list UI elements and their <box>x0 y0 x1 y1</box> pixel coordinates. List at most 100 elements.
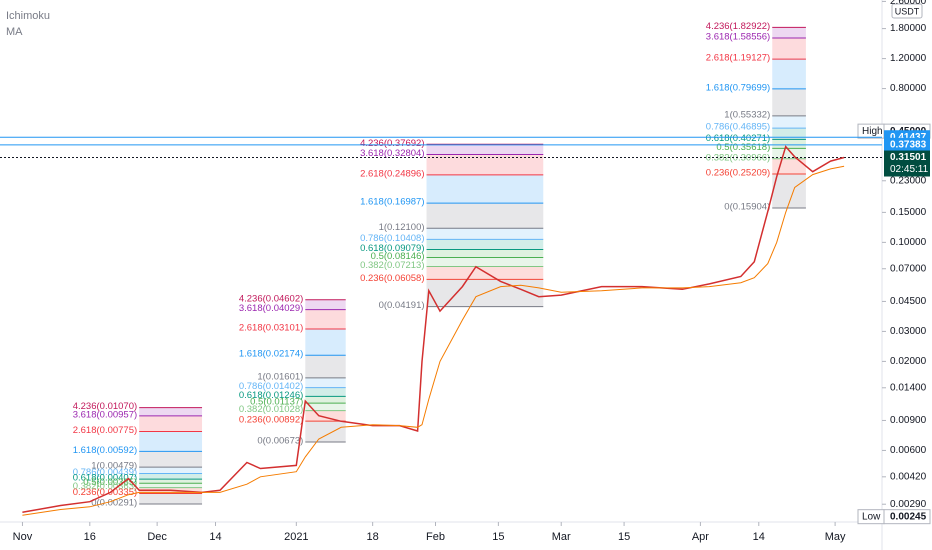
fib-label: 0.236(0.25209) <box>706 168 770 179</box>
y-tick-label: 0.80000 <box>890 83 927 94</box>
fib-band <box>426 144 544 155</box>
fib-band <box>139 493 203 504</box>
y-tick-label: 0.00600 <box>890 445 927 456</box>
fib-label: 2.618(1.19127) <box>706 53 770 64</box>
y-tick-label: 1.80000 <box>890 23 927 34</box>
fib-band <box>305 396 346 404</box>
fib-label: 0.382(0.07213) <box>360 260 424 271</box>
y-tick-label: 0.02000 <box>890 356 927 367</box>
fib-label: 0.786(0.46895) <box>706 122 770 133</box>
series-line <box>22 165 845 516</box>
fib-band <box>772 139 806 149</box>
fib-band <box>426 154 544 175</box>
x-tick-label: Feb <box>426 531 445 543</box>
fib-band <box>772 128 806 140</box>
fib-band <box>426 257 544 267</box>
fib-band <box>426 239 544 250</box>
x-tick-label: 14 <box>209 531 221 543</box>
fib-label: 1(0.12100) <box>379 222 425 233</box>
x-tick-label: 15 <box>618 531 630 543</box>
price-label: 0.31501 <box>890 152 927 163</box>
fib-label: 4.236(1.82922) <box>706 21 770 32</box>
fib-label: 0.5(0.08146) <box>371 251 425 262</box>
fib-label: 0.786(0.01402) <box>239 381 303 392</box>
y-tick-label: 1.20000 <box>890 53 927 64</box>
fib-label: 4.236(0.37692) <box>360 138 424 149</box>
fib-label: 0.382(0.01028) <box>239 404 303 415</box>
fib-label: 2.618(0.24896) <box>360 168 424 179</box>
fib-label: 0.618(0.40271) <box>706 133 770 144</box>
price-box <box>884 150 930 177</box>
x-tick-label: 16 <box>84 531 96 543</box>
fib-label: 0.236(0.06058) <box>360 273 424 284</box>
fib-band <box>139 467 203 474</box>
fib-label: 1(0.55332) <box>724 109 770 120</box>
fib-label: 0.618(0.00407) <box>73 473 137 484</box>
fib-band <box>305 309 346 329</box>
y-tick-label: 0.10000 <box>890 237 927 248</box>
price-label: 0.37383 <box>890 139 927 150</box>
y-tick-label: 2.60000 <box>890 0 927 7</box>
fib-band <box>305 355 346 378</box>
x-tick-label: Apr <box>692 531 709 543</box>
x-tick-label: 18 <box>367 531 379 543</box>
fib-band <box>139 415 203 432</box>
fib-label: 0.236(0.00892) <box>239 415 303 426</box>
currency-label: USDT <box>895 6 920 16</box>
fib-label: 1.618(0.00592) <box>73 445 137 456</box>
y-tick-label: 0.07000 <box>890 263 927 274</box>
fib-label: 2.618(0.03101) <box>239 322 303 333</box>
fib-band <box>305 403 346 411</box>
y-tick-label: 0.03000 <box>890 326 927 337</box>
fib-band <box>139 483 203 488</box>
fib-label: 0.236(0.00335) <box>73 487 137 498</box>
price-tag-box <box>857 509 885 525</box>
fib-label: 0.5(0.35618) <box>716 142 770 153</box>
series-line <box>22 145 845 514</box>
x-tick-label: May <box>825 531 846 543</box>
fib-band <box>426 228 544 240</box>
fib-band <box>426 249 544 258</box>
fib-label: 4.236(0.01070) <box>73 401 137 412</box>
fib-label: 3.618(1.58556) <box>706 32 770 43</box>
fib-label: 0.786(0.00439) <box>73 467 137 478</box>
fib-band <box>305 421 346 442</box>
fib-band <box>139 473 203 480</box>
fib-label: 4.236(0.04602) <box>239 293 303 304</box>
fib-label: 0.786(0.10408) <box>360 233 424 244</box>
currency-badge[interactable] <box>891 3 923 19</box>
x-tick-label: 15 <box>492 531 504 543</box>
fib-band <box>772 88 806 116</box>
fib-label: 0(0.00673) <box>257 435 303 446</box>
fib-label: 2.618(0.00775) <box>73 425 137 436</box>
fib-band <box>139 431 203 452</box>
fib-label: 0(0.00291) <box>91 497 137 508</box>
fib-band <box>305 387 346 397</box>
fib-label: 3.618(0.00957) <box>73 409 137 420</box>
fib-band <box>772 37 806 60</box>
fib-label: 3.618(0.04029) <box>239 303 303 314</box>
fib-label: 0(0.15904) <box>724 202 770 213</box>
indicator-label: MA <box>6 26 23 38</box>
y-tick-label: 0.00420 <box>890 471 927 482</box>
x-tick-label: Nov <box>13 531 33 543</box>
fib-label: 1.618(0.79699) <box>706 82 770 93</box>
fib-label: 0.618(0.09079) <box>360 243 424 254</box>
y-tick-label: 0.00290 <box>890 499 927 510</box>
x-tick-label: Mar <box>552 531 571 543</box>
fib-band <box>305 299 346 310</box>
fib-label: 0.382(0.30966) <box>706 152 770 163</box>
fib-label: 1(0.01601) <box>257 371 303 382</box>
x-tick-label: Dec <box>147 531 167 543</box>
fib-band <box>139 479 203 484</box>
fib-band <box>426 174 544 204</box>
y-tick-label: 0.00900 <box>890 415 927 426</box>
fib-label: 1.618(0.16987) <box>360 197 424 208</box>
fib-band <box>305 328 346 356</box>
fib-label: 1(0.00479) <box>91 461 137 472</box>
x-tick-label: 2021 <box>284 531 308 543</box>
fib-label: 1.618(0.02174) <box>239 349 303 360</box>
fib-band <box>139 407 203 416</box>
